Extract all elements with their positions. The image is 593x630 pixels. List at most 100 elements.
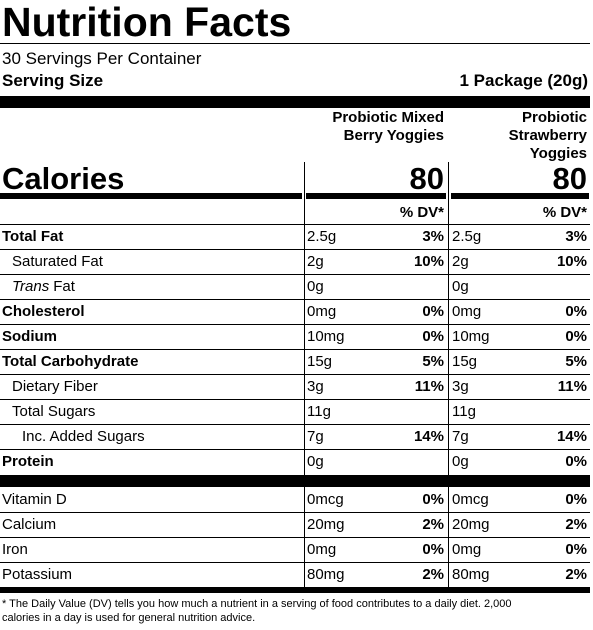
amount: 7g — [307, 428, 324, 445]
amount: 0g — [452, 453, 469, 470]
calories-value: 80 — [409, 161, 444, 196]
serving-size-label: Serving Size — [2, 71, 104, 90]
amount: 3g — [307, 378, 324, 395]
daily-value: 0% — [565, 541, 587, 558]
nutrient-label: Dietary Fiber — [12, 378, 98, 395]
daily-value: 2% — [422, 566, 444, 583]
amount: 80mg — [307, 566, 345, 583]
amount: 0mg — [307, 303, 337, 320]
nutrient-name: Inc. Added Sugars — [22, 429, 145, 444]
dv-header: % DV* — [399, 204, 444, 221]
thick-rule — [0, 193, 302, 199]
rule — [0, 299, 590, 300]
product-name: Probiotic — [521, 109, 587, 126]
nutrient-name-italic: Trans — [12, 278, 50, 295]
daily-value: 0% — [422, 491, 444, 508]
nutrient-label: Iron — [2, 541, 28, 558]
nutrient-name: Dietary Fiber — [12, 379, 98, 394]
amount: 0g — [307, 453, 324, 470]
nutrient-label: Calcium — [2, 516, 57, 533]
rule — [0, 537, 590, 538]
product-name: Strawberry — [508, 127, 587, 144]
nutrient-label: Total Fat — [2, 228, 64, 245]
rule — [0, 562, 590, 563]
amount: 20mg — [452, 516, 490, 533]
rule — [0, 324, 590, 325]
daily-value: 2% — [422, 516, 444, 533]
daily-value: 5% — [565, 353, 587, 370]
dv-header: % DV* — [542, 204, 587, 221]
thick-rule — [0, 96, 590, 108]
nutrient-label: Cholesterol — [2, 303, 85, 320]
daily-value: 10% — [556, 253, 587, 270]
title: Nutrition Facts — [2, 0, 292, 45]
rule — [0, 374, 590, 375]
nutrient-label: Inc. Added Sugars — [22, 428, 145, 445]
rule — [0, 274, 590, 275]
nutrient-name: Iron — [2, 542, 28, 557]
amount: 15g — [452, 353, 478, 370]
amount: 0mg — [307, 541, 337, 558]
daily-value: 0% — [565, 491, 587, 508]
nutrient-name: Total Fat — [2, 229, 63, 244]
nutrient-name: Total Sugars — [12, 404, 95, 419]
amount: 0mg — [452, 541, 482, 558]
amount: 0mg — [452, 303, 482, 320]
daily-value: 0% — [565, 328, 587, 345]
daily-value: 3% — [422, 228, 444, 245]
nutrient-label: Vitamin D — [2, 491, 67, 508]
amount: 3g — [452, 378, 469, 395]
thick-rule — [306, 193, 446, 199]
amount: 0mcg — [307, 491, 344, 508]
nutrient-name: Protein — [2, 454, 54, 469]
daily-value: 10% — [413, 253, 444, 270]
rule — [0, 399, 590, 400]
amount: 10mg — [307, 328, 345, 345]
nutrient-name: Saturated Fat — [12, 254, 103, 269]
rule — [0, 424, 590, 425]
amount: 2.5g — [307, 228, 337, 245]
amount: 20mg — [307, 516, 345, 533]
daily-value: 11% — [414, 378, 444, 395]
amount: 11g — [307, 403, 331, 420]
daily-value: 0% — [422, 328, 444, 345]
rule — [0, 224, 590, 225]
footnote: calories in a day is used for general nu… — [2, 612, 256, 624]
thick-rule — [0, 475, 590, 487]
amount: 15g — [307, 353, 333, 370]
daily-value: 0% — [422, 541, 444, 558]
footnote: * The Daily Value (DV) tells you how muc… — [2, 598, 512, 610]
rule — [0, 249, 590, 250]
amount: 0mcg — [452, 491, 489, 508]
nutrient-label: Potassium — [2, 566, 73, 583]
rule — [0, 43, 590, 44]
product-name: Probiotic Mixed — [332, 109, 444, 126]
amount: 10mg — [452, 328, 490, 345]
daily-value: 11% — [557, 378, 587, 395]
nutrient-name: Sodium — [2, 329, 57, 344]
nutrient-name: Calcium — [2, 517, 56, 532]
nutrient-label: Saturated Fat — [12, 253, 103, 270]
amount: 0g — [452, 278, 469, 295]
calories-label: Calories — [2, 161, 125, 196]
servings: 30 Servings Per Container — [2, 49, 202, 68]
nutrient-name: Trans Fat — [12, 279, 75, 294]
product-name: Yoggies — [529, 145, 587, 162]
daily-value: 0% — [422, 303, 444, 320]
calories-value: 80 — [552, 161, 587, 196]
daily-value: 14% — [413, 428, 444, 445]
nutrient-label: Protein — [2, 453, 54, 470]
nutrient-label: Total Sugars — [12, 403, 96, 420]
amount: 11g — [452, 403, 476, 420]
daily-value: 0% — [565, 453, 587, 470]
nutrient-label: Fat — [53, 278, 75, 295]
amount: 7g — [452, 428, 469, 445]
rule — [0, 449, 590, 450]
rule — [0, 349, 590, 350]
nutrient-name: Vitamin D — [2, 492, 67, 507]
thick-rule — [451, 193, 589, 199]
nutrient-name: Cholesterol — [2, 304, 85, 319]
daily-value: 5% — [422, 353, 444, 370]
daily-value: 3% — [565, 228, 587, 245]
